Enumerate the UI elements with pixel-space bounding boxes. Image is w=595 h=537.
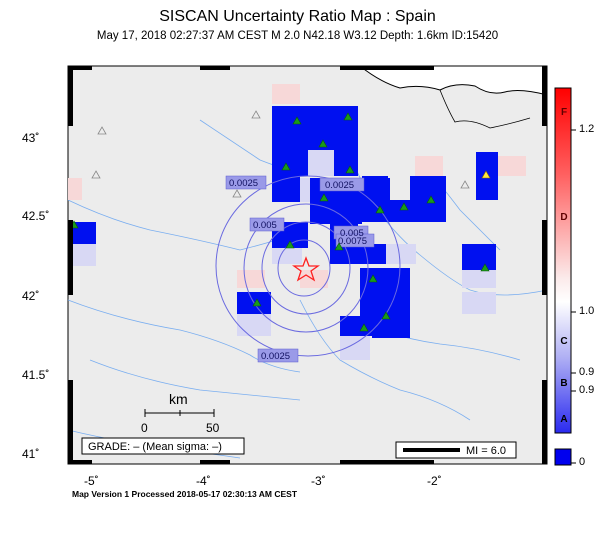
contour-label-boxes	[225, 175, 375, 363]
contour-label: 0.0025	[229, 178, 258, 189]
map-subtitle: May 17, 2018 02:27:37 AM CEST M 2.0 N42.…	[96, 30, 499, 42]
colorbar-tick-label: 1.0	[579, 305, 595, 317]
grade-letter: A	[560, 414, 568, 425]
sea-area	[358, 65, 548, 96]
grade-letter: B	[560, 378, 568, 389]
colorbar-tick-label: 1.2	[579, 123, 595, 135]
grade-letter: C	[560, 336, 568, 347]
contour-label: 0.005	[253, 220, 277, 231]
x-tick-label: -3˚	[311, 474, 326, 488]
epicenter-star	[291, 256, 321, 282]
scale-bar-left: 0	[141, 421, 148, 435]
colorbar	[554, 87, 572, 434]
y-tick-label: 41˚	[22, 447, 40, 461]
colorbar-ticks	[571, 129, 576, 464]
uncertainty-cells-red	[68, 84, 526, 288]
colorbar-tick-label: 0.9	[579, 366, 595, 378]
scale-bar-right: 50	[206, 421, 220, 435]
y-tick-label: 42.5˚	[22, 209, 50, 223]
contour-label: 0.0025	[261, 351, 290, 362]
station-markers	[69, 112, 490, 332]
y-tick-label: 42˚	[22, 289, 40, 303]
contour-label: 0.005	[340, 228, 364, 239]
colorbar-tick-label: 0.9	[579, 384, 595, 396]
y-tick-label: 41.5˚	[22, 368, 50, 382]
frame-ticks	[68, 66, 547, 464]
contour-label: 0.0075	[338, 236, 367, 247]
x-tick-label: -4˚	[196, 474, 211, 488]
map-title: SISCAN Uncertainty Ratio Map : Spain	[159, 8, 436, 25]
mi-legend-text: MI = 6.0	[466, 445, 506, 457]
scale-bar	[144, 409, 215, 417]
colorbar-zero-swatch	[554, 448, 572, 466]
contour-label: 0.0025	[325, 180, 354, 191]
grade-letter: D	[560, 212, 568, 223]
station-markers-empty	[91, 110, 470, 198]
x-tick-label: -2˚	[427, 474, 442, 488]
y-tick-label: 43˚	[22, 131, 40, 145]
x-tick-label: -5˚	[84, 474, 99, 488]
station-marker-yellow	[481, 170, 491, 179]
grade-box	[81, 437, 245, 455]
contours	[215, 175, 401, 357]
map-footer: Map Version 1 Processed 2018-05-17 02:30…	[72, 489, 298, 499]
colorbar-tick-label: 0	[579, 456, 586, 468]
scale-bar-unit: km	[169, 391, 188, 407]
border-line	[439, 89, 531, 129]
grade-letter: F	[560, 107, 568, 118]
grade-text: GRADE: – (Mean sigma: –)	[88, 441, 222, 453]
